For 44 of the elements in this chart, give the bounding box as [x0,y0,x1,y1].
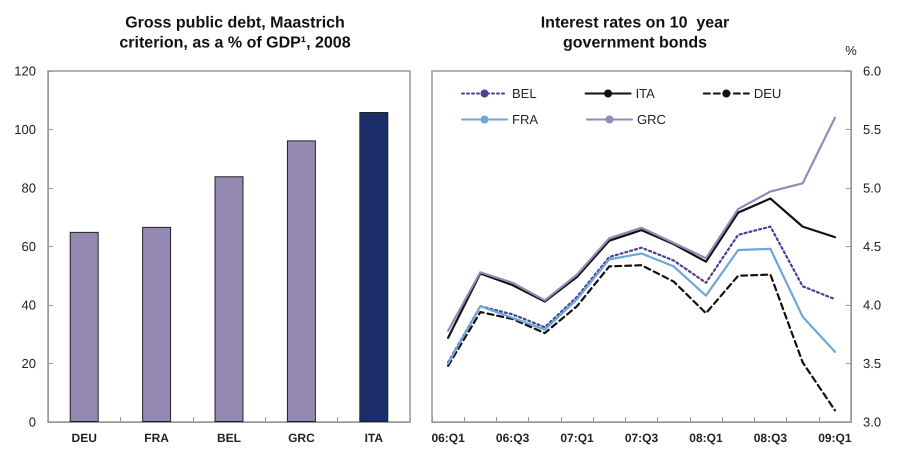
x-tick-label: ITA [364,431,384,445]
chart-title: Gross public debt, Maastrich criterion, as a % of GDP¹, 2008 [119,14,351,52]
y-tick-label: 4.0 [863,298,882,312]
line-series [447,248,836,365]
y-tick-label: 0 [28,414,36,430]
line-series [447,264,836,412]
x-tick-label: GRC [288,431,316,445]
line-series [447,226,836,364]
legend-label: BEL [512,86,537,101]
y-tick-label: 20 [22,356,36,371]
y-tick-label: 60 [22,239,36,254]
y-tick-label: 3.5 [863,356,882,371]
x-tick-label: DEU [72,431,97,445]
bar [286,140,316,422]
y-axis-title: % [845,43,858,58]
line-series [447,197,836,339]
legend-label: DEU [754,86,782,101]
y-tick-label: 5.0 [863,180,882,196]
x-tick-label: 08:Q3 [754,431,788,445]
line-series [447,116,836,332]
y-tick-label: 120 [14,64,36,78]
bar [142,226,172,422]
chart-title: Interest rates on 10 year government bonds [540,14,730,52]
bar [214,176,244,422]
legend-label: FRA [512,112,538,127]
y-tick-label: 4.5 [863,239,882,254]
x-tick-label: 09:Q1 [818,431,852,445]
legend-label: GRC [637,112,666,127]
x-tick-label: 07:Q3 [624,431,658,445]
x-tick-label: BEL [217,431,241,445]
x-tick-label: 07:Q1 [560,431,594,445]
y-tick-label: 40 [22,298,36,312]
bar [70,232,99,422]
y-tick-label: 3.0 [863,414,882,430]
y-tick-label: 100 [14,122,36,137]
y-tick-label: 80 [22,180,36,196]
y-tick-label: 5.5 [863,122,882,137]
legend-label: ITA [636,86,656,101]
x-tick-label: FRA [144,431,170,445]
bar [359,112,388,422]
y-tick-label: 6.0 [863,64,882,78]
x-tick-label: 08:Q1 [689,431,723,445]
x-tick-label: 06:Q3 [496,431,530,445]
x-tick-label: 06:Q1 [431,431,466,445]
